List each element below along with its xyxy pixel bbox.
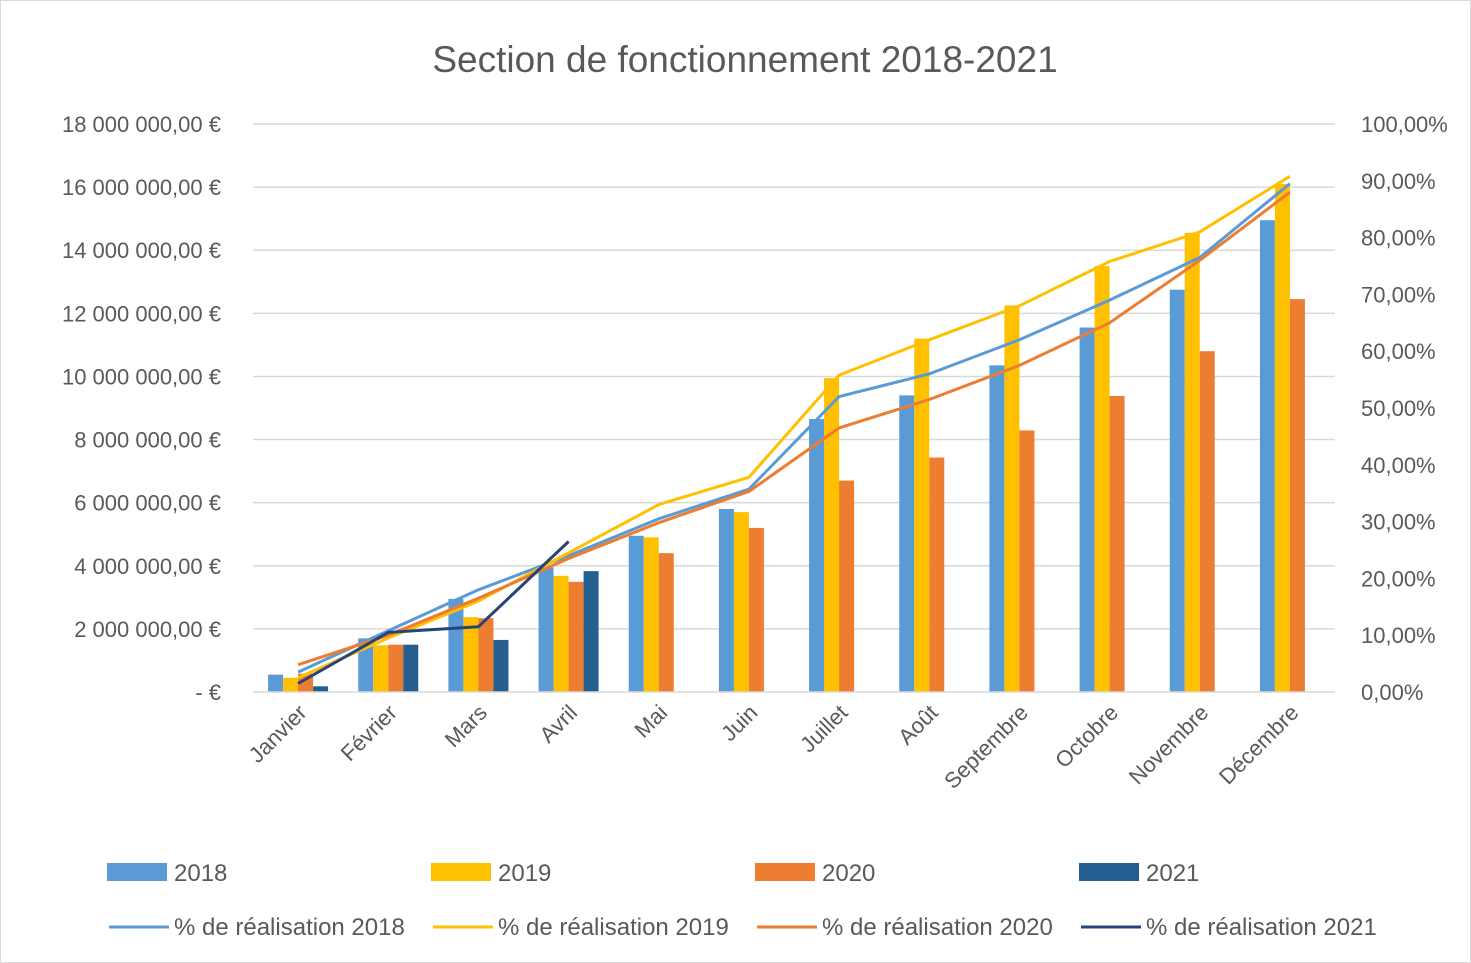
line-%-de-réalisation-2018 <box>297 182 1291 674</box>
legend: 2018 2019 2020 2021 % de réalisation 2018 % d… <box>107 860 1377 941</box>
x-tick-label: Octobre <box>1050 700 1123 773</box>
y-right-tick-label: 10,00% <box>1361 623 1436 648</box>
bar-2019 <box>1184 232 1200 692</box>
bar-2018 <box>1169 289 1185 692</box>
y-left-tick-label: 12 000 000,00 € <box>62 301 221 326</box>
legend-swatch-2021 <box>1079 863 1139 881</box>
bar-2020 <box>658 553 674 692</box>
bar-2020 <box>1019 430 1035 692</box>
y-right-tick-label: 40,00% <box>1361 453 1436 478</box>
bar-2019 <box>463 617 479 692</box>
x-tick-label: Décembre <box>1214 700 1303 789</box>
bar-2019 <box>373 645 389 692</box>
legend-swatch-2020 <box>755 863 815 881</box>
bar-2018 <box>1259 220 1275 692</box>
bar-2018 <box>718 508 734 692</box>
y-left-tick-label: 14 000 000,00 € <box>62 238 221 263</box>
bar-2019 <box>1094 266 1110 692</box>
legend-label: 2021 <box>1146 860 1199 887</box>
bar-2018 <box>899 395 915 692</box>
bar-2018 <box>448 598 464 692</box>
legend-swatch-2018 <box>107 863 167 881</box>
bar-2018 <box>989 365 1005 692</box>
y-right-tick-label: 60,00% <box>1361 339 1436 364</box>
x-tick-label: Juin <box>716 700 762 746</box>
bar-2018 <box>268 674 284 692</box>
x-axis-labels: Janvier Février Mars Avril Mai Juin Juillet Aoû… <box>244 700 1304 794</box>
x-tick-label: Mars <box>440 700 492 752</box>
y-right-tick-label: 80,00% <box>1361 226 1436 251</box>
y-right-tick-label: 30,00% <box>1361 510 1436 535</box>
y-left-tick-label: 4 000 000,00 € <box>74 554 221 579</box>
bar-2021 <box>493 639 509 692</box>
bar-2019 <box>1274 183 1290 692</box>
bar-2020 <box>1109 396 1125 692</box>
bar-2018 <box>358 638 374 692</box>
legend-label: % de réalisation 2019 <box>498 914 729 941</box>
legend-label: % de réalisation 2021 <box>1146 914 1377 941</box>
line-%-de-réalisation-2020 <box>297 191 1291 667</box>
legend-label: % de réalisation 2020 <box>822 914 1053 941</box>
line-%-de-réalisation-2021 <box>297 540 570 685</box>
bar-2020 <box>1199 351 1215 692</box>
bar-2018 <box>1079 327 1095 692</box>
bar-2020 <box>568 581 584 692</box>
x-tick-label: Novembre <box>1124 700 1213 789</box>
x-tick-label: Août <box>893 700 943 750</box>
x-tick-label: Mai <box>630 700 673 743</box>
y-left-tick-label: 2 000 000,00 € <box>74 617 221 642</box>
y-right-tick-label: 50,00% <box>1361 396 1436 421</box>
bar-2020 <box>1289 299 1305 692</box>
y-left-tick-label: 18 000 000,00 € <box>62 112 221 137</box>
y-right-tick-label: 100,00% <box>1361 112 1448 137</box>
y-right-tick-label: 20,00% <box>1361 566 1436 591</box>
bar-2020 <box>478 618 494 692</box>
bar-2018 <box>809 419 825 692</box>
bar-2019 <box>283 677 299 692</box>
legend-label: 2020 <box>822 860 875 887</box>
bars <box>268 183 1305 692</box>
bar-2021 <box>313 686 329 692</box>
y-left-tick-label: 8 000 000,00 € <box>74 428 221 453</box>
bar-2019 <box>1004 305 1020 692</box>
chart-title: Section de fonctionnement 2018-2021 <box>432 39 1057 80</box>
y-right-tick-label: 0,00% <box>1361 680 1423 705</box>
bar-2020 <box>929 457 945 692</box>
bar-2019 <box>733 512 749 692</box>
y-left-tick-label: 16 000 000,00 € <box>62 175 221 200</box>
bar-2020 <box>388 644 404 692</box>
bar-2021 <box>583 571 599 692</box>
bar-2019 <box>914 338 930 692</box>
legend-label: 2018 <box>174 860 227 887</box>
legend-swatch-2019 <box>431 863 491 881</box>
bar-2018 <box>538 567 554 692</box>
bar-2019 <box>824 378 840 692</box>
bar-2021 <box>403 644 419 692</box>
legend-label: 2019 <box>498 860 551 887</box>
line-%-de-réalisation-2019 <box>297 175 1291 680</box>
y-left-tick-label: - € <box>195 680 221 705</box>
y-right-tick-label: 90,00% <box>1361 169 1436 194</box>
gridlines <box>253 123 1335 630</box>
x-tick-label: Juillet <box>795 700 852 757</box>
y-axis-right: 0,00% 10,00% 20,00% 30,00% 40,00% 50,00% 60,00… <box>1361 112 1448 705</box>
x-tick-label: Septembre <box>939 700 1033 794</box>
x-tick-label: Février <box>336 700 402 766</box>
x-tick-label: Avril <box>534 700 582 748</box>
bar-2020 <box>748 527 764 692</box>
y-right-tick-label: 70,00% <box>1361 282 1436 307</box>
bar-2019 <box>643 537 659 692</box>
y-left-tick-label: 10 000 000,00 € <box>62 364 221 389</box>
bar-2020 <box>839 480 855 692</box>
legend-label: % de réalisation 2018 <box>174 914 405 941</box>
lines <box>297 175 1291 685</box>
y-left-tick-label: 6 000 000,00 € <box>74 491 221 516</box>
bar-2019 <box>553 575 569 692</box>
y-axis-left: - € 2 000 000,00 € 4 000 000,00 € 6 000 000… <box>62 112 221 705</box>
bar-2018 <box>628 535 644 692</box>
x-tick-label: Janvier <box>244 700 312 768</box>
